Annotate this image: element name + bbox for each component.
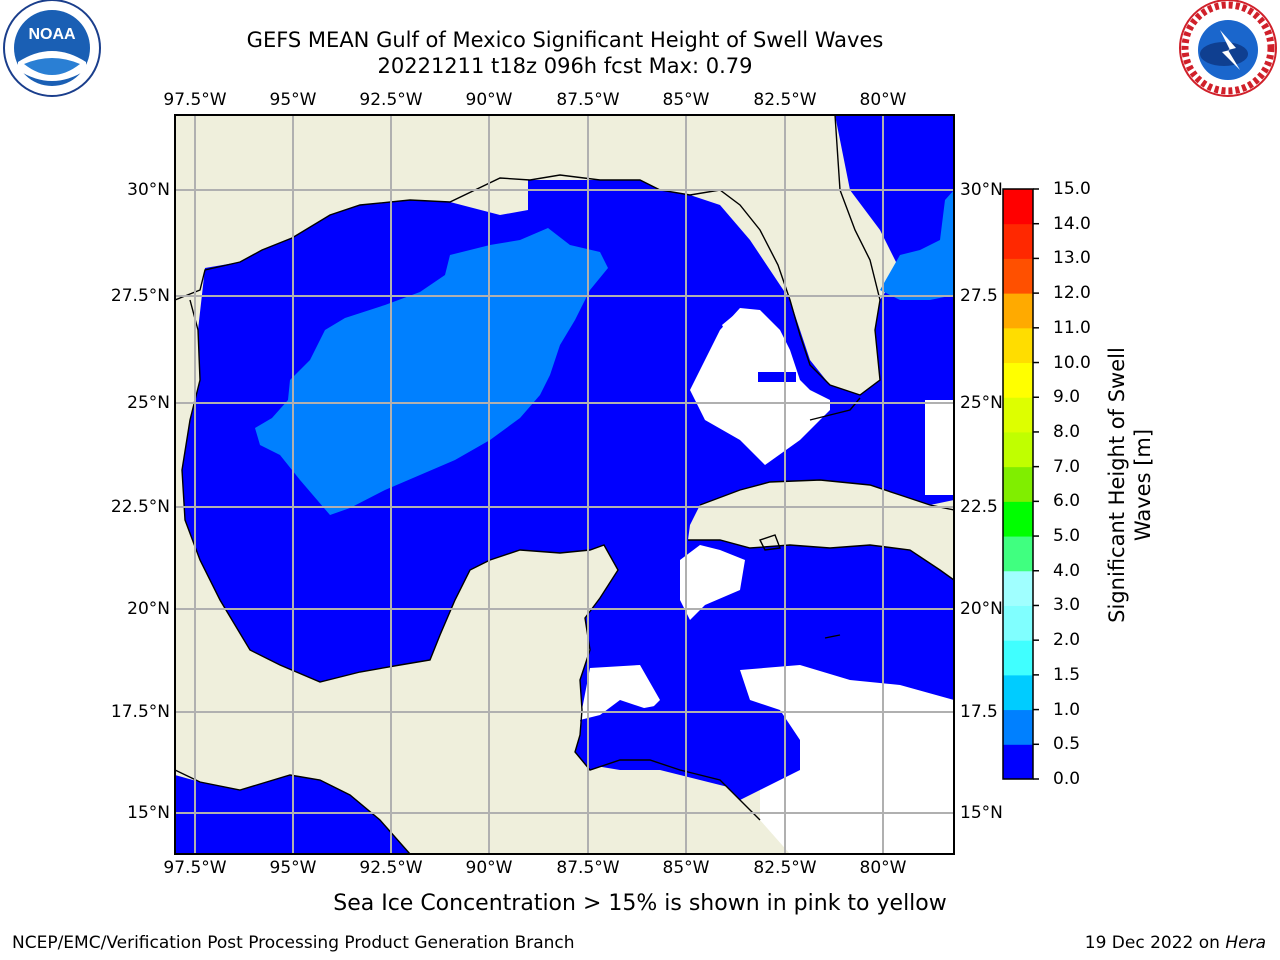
footer-date: 19 Dec 2022 on Hera: [1085, 933, 1266, 953]
colorbar-tick-label: 2.0: [1053, 630, 1081, 651]
colorbar-segment: [1003, 536, 1033, 572]
colorbar-tick-label: 3.0: [1053, 595, 1081, 616]
no-data-region-1: [690, 308, 830, 465]
colorbar-segment: [1003, 605, 1033, 641]
chart-subtitle: 20221211 t18z 096h fcst Max: 0.79: [377, 54, 753, 78]
map-frame: [174, 114, 955, 855]
lon-label-top: 82.5°W: [753, 90, 817, 110]
lat-label-left: 22.5°N: [110, 497, 170, 517]
lon-label-top: 90°W: [465, 90, 513, 110]
colorbar-segment: [1003, 293, 1033, 329]
lat-label-left: 20°N: [127, 599, 170, 619]
colorbar-tick-label: 4.0: [1053, 560, 1081, 581]
lon-label-bottom: 87.5°W: [556, 858, 620, 878]
lat-label-right: 25°N: [960, 393, 1003, 413]
nws-logo: [1179, 0, 1277, 97]
lon-label-top: 97.5°W: [163, 90, 227, 110]
lon-label-bottom: 92.5°W: [359, 858, 423, 878]
lat-label-right: 27.5: [960, 286, 998, 306]
colorbar-tick-label: 0.0: [1053, 769, 1081, 789]
lat-label-left: 17.5°N: [110, 702, 170, 722]
colorbar-segment: [1003, 258, 1033, 294]
colorbar-segment: [1003, 640, 1033, 676]
colorbar-tick-label: 1.5: [1053, 664, 1081, 685]
colorbar-tick-label: 7.0: [1053, 456, 1081, 477]
lon-label-top: 92.5°W: [359, 90, 423, 110]
lon-label-top: 80°W: [859, 90, 907, 110]
colorbar-title: Significant Height of Swell Waves [m]: [1105, 347, 1155, 623]
lat-label-right: 30°N: [960, 180, 1003, 200]
noaa-logo: NOAA: [3, 0, 101, 97]
no-data-region-5: [580, 665, 660, 720]
lat-label-right: 20°N: [960, 599, 1003, 619]
atlantic-swell-mid: [880, 190, 954, 300]
lon-label-bottom: 85°W: [662, 858, 710, 878]
colorbar-tick-label: 8.0: [1053, 421, 1081, 442]
colorbar-segment: [1003, 501, 1033, 537]
colorbar-segment: [1003, 709, 1033, 745]
colorbar-tick-label: 5.0: [1053, 526, 1081, 547]
colorbar-segment: [1003, 223, 1033, 259]
no-data-region-2: [925, 400, 954, 495]
colorbar-frame: [1002, 188, 1034, 780]
colorbar-segment: [1003, 327, 1033, 364]
colorbar-tick-label: 11.0: [1053, 317, 1091, 338]
lon-label-bottom: 80°W: [859, 858, 907, 878]
colorbar-segment: [1003, 744, 1033, 780]
colorbar: [1002, 188, 1039, 780]
lon-label-top: 85°W: [662, 90, 710, 110]
colorbar-tick-label: 13.0: [1053, 248, 1091, 269]
lon-label-bottom: 95°W: [269, 858, 317, 878]
lat-label-left: 27.5°N: [110, 286, 170, 306]
lon-label-bottom: 90°W: [465, 858, 513, 878]
colorbar-segment: [1003, 466, 1033, 502]
colorbar-tick-label: 10.0: [1053, 352, 1091, 373]
sea-ice-note: Sea Ice Concentration > 15% is shown in …: [333, 891, 947, 916]
chart-title: GEFS MEAN Gulf of Mexico Significant Hei…: [246, 28, 884, 52]
gulf-swell-mid: [255, 228, 608, 515]
colorbar-segment: [1003, 397, 1033, 433]
grid-lines: [175, 115, 954, 854]
lon-label-bottom: 97.5°W: [163, 858, 227, 878]
colorbar-tick-label: 14.0: [1053, 213, 1091, 234]
footer-date-text: 19 Dec 2022 on: [1084, 933, 1226, 953]
colorbar-segment: [1003, 570, 1033, 606]
caribbean-swell-low: [580, 700, 760, 790]
lon-label-top: 95°W: [269, 90, 317, 110]
footer-credit: NCEP/EMC/Verification Post Processing Pr…: [12, 933, 575, 953]
colorbar-segment: [1003, 189, 1033, 225]
colorbar-tick-label: 12.0: [1053, 283, 1091, 304]
gulf-swell-low: [182, 115, 954, 800]
lat-label-right: 17.5: [960, 702, 998, 722]
lat-label-left: 30°N: [127, 180, 170, 200]
colorbar-segment: [1003, 674, 1033, 711]
lon-label-bottom: 82.5°W: [753, 858, 817, 878]
colorbar-tick-label: 6.0: [1053, 491, 1081, 512]
lon-label-top: 87.5°W: [556, 90, 620, 110]
coastlines: [175, 115, 954, 854]
map-panel: [175, 115, 954, 854]
colorbar-tick-label: 1.0: [1053, 699, 1081, 720]
colorbar-segment: [1003, 362, 1033, 398]
lat-label-right: 15°N: [960, 803, 1003, 823]
colorbar-tick-label: 9.0: [1053, 387, 1081, 408]
colorbar-tick-label: 0.5: [1053, 734, 1081, 755]
no-data-region-3: [680, 545, 745, 620]
footer-host: Hera: [1225, 933, 1266, 953]
no-data-region-6: [722, 310, 760, 340]
colorbar-tick-label: 15.0: [1053, 179, 1091, 199]
lat-label-left: 15°N: [127, 803, 170, 823]
colorbar-segment: [1003, 431, 1033, 468]
lat-label-right: 22.5: [960, 497, 998, 517]
svg-text:NOAA: NOAA: [28, 26, 76, 43]
lat-label-left: 25°N: [127, 393, 170, 413]
small-swell-patch: [758, 372, 796, 382]
